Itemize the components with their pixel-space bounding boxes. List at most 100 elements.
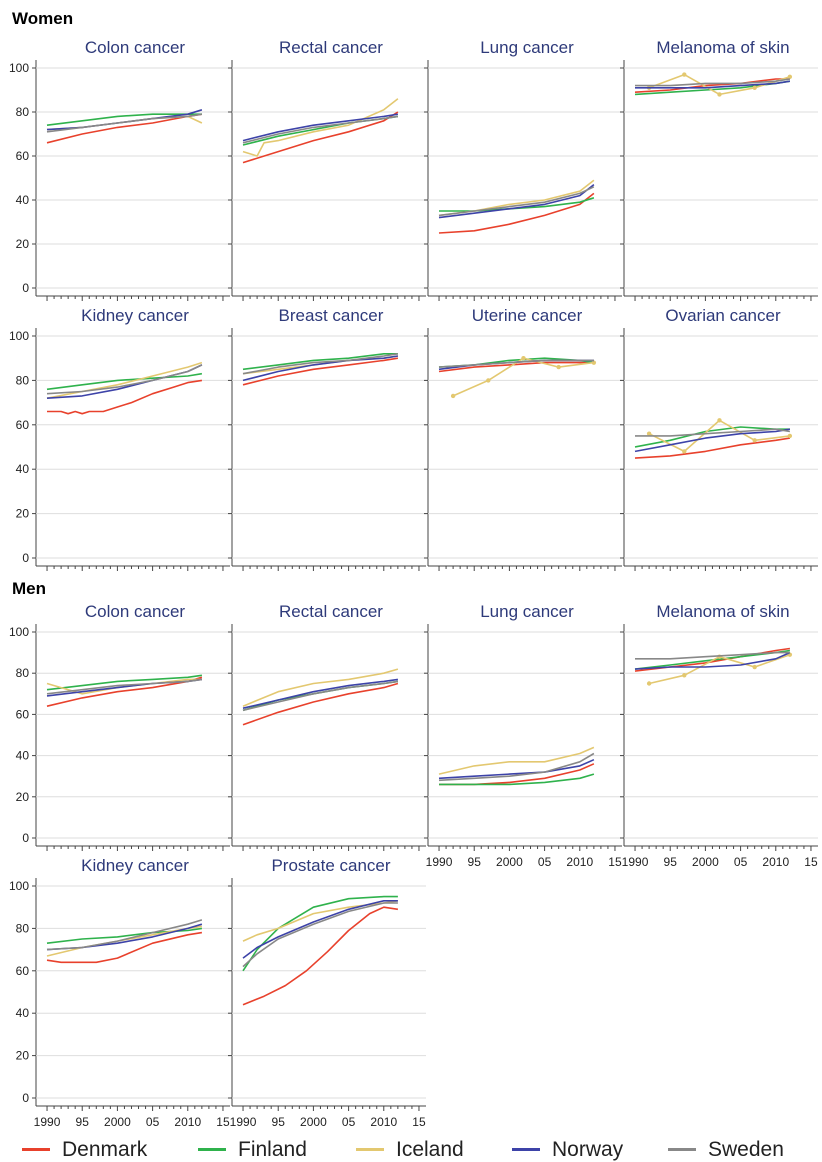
x-tick-label: 95: [76, 1115, 90, 1129]
series-point-iceland: [787, 74, 793, 80]
section-label-women: Women: [12, 9, 74, 28]
panel-title: Colon cancer: [85, 38, 186, 57]
x-tick-label: 2000: [496, 855, 523, 869]
x-tick-label: 1990: [426, 855, 453, 869]
series-point-iceland: [646, 681, 652, 686]
series-point-iceland: [450, 393, 456, 399]
panel-title: Rectal cancer: [279, 602, 383, 621]
y-tick-label: 0: [22, 281, 29, 295]
y-tick-label: 0: [22, 831, 29, 845]
series-line-denmark: [242, 906, 399, 1006]
legend-label-finland: Finland: [238, 1138, 307, 1161]
panel-rectal-cancer-men: Rectal cancer: [228, 602, 426, 851]
series-line-denmark: [46, 931, 203, 964]
panel-ovarian-cancer-women: Ovarian cancer: [620, 306, 818, 571]
legend-swatch-norway: [512, 1148, 540, 1151]
series-line-norway: [242, 899, 398, 959]
series-line-sweden: [242, 115, 399, 144]
y-tick-label: 0: [22, 1091, 29, 1105]
panel-uterine-cancer-women: Uterine cancer: [424, 306, 622, 571]
panel-colon-cancer-women: Colon cancer 0 20 40 60 80 100: [9, 38, 230, 301]
y-tick-label: 40: [16, 749, 30, 763]
y-tick-label: 60: [16, 707, 30, 721]
y-tick-label: 100: [9, 61, 29, 75]
x-tick-label: 15: [216, 1115, 230, 1129]
series-line-sweden: [635, 78, 791, 87]
series-point-iceland: [682, 673, 687, 678]
series-point-iceland: [521, 356, 526, 361]
series-line-norway: [634, 428, 791, 453]
panel-title: Uterine cancer: [472, 306, 583, 325]
series-line-finland: [46, 674, 203, 691]
panel-title: Lung cancer: [480, 38, 574, 57]
series-point-iceland: [682, 449, 687, 454]
panel-breast-cancer-women: Breast cancer: [228, 306, 426, 571]
legend-swatch-denmark: [22, 1148, 50, 1151]
y-tick-label: 40: [16, 193, 30, 207]
x-tick-label: 2010: [566, 855, 593, 869]
series-line-finland: [242, 352, 398, 371]
series-point-iceland: [486, 378, 491, 383]
x-tick-label: 2010: [370, 1115, 397, 1129]
series-line-denmark: [438, 361, 594, 373]
panel-title: Kidney cancer: [81, 306, 189, 325]
y-tick-label: 20: [16, 790, 30, 804]
series-line-sweden: [242, 902, 398, 968]
series-line-sweden: [46, 919, 203, 951]
x-tick-label: 95: [664, 855, 678, 869]
panel-title: Colon cancer: [85, 602, 186, 621]
panel-rectal-cancer-women: Rectal cancer: [228, 38, 426, 301]
series-line-sweden: [46, 113, 203, 133]
panel-melanoma-of-skin-men: Melanoma of skin 1990 95 2000 05 2010 15: [620, 602, 818, 869]
panel-prostate-cancer-men: Prostate cancer 1990 95 2000 05 2010 15: [228, 856, 426, 1129]
y-tick-label: 60: [16, 418, 30, 432]
x-tick-label: 1990: [230, 1115, 257, 1129]
series-line-sweden: [46, 364, 203, 395]
series-line-sweden: [635, 651, 790, 660]
x-tick-label: 05: [538, 855, 552, 869]
panel-title: Rectal cancer: [279, 38, 383, 57]
x-tick-label: 15: [608, 855, 622, 869]
legend-swatch-iceland: [356, 1148, 384, 1151]
legend-label-norway: Norway: [552, 1138, 624, 1161]
series-point-iceland: [591, 360, 597, 365]
series-point-iceland: [682, 72, 687, 77]
series-line-denmark: [242, 111, 399, 164]
series-line-norway: [438, 758, 595, 780]
x-tick-label: 95: [272, 1115, 286, 1129]
y-tick-label: 80: [16, 373, 30, 387]
series-line-norway: [242, 355, 399, 382]
panel-title: Prostate cancer: [271, 856, 390, 875]
x-tick-label: 2010: [762, 855, 789, 869]
panel-kidney-cancer-men: Kidney cancer 0 20 40 60 80 100 1990 95 2000 05 201…: [9, 856, 230, 1129]
series-line-sweden: [438, 186, 595, 217]
y-tick-label: 0: [22, 551, 29, 565]
x-tick-label: 2000: [692, 855, 719, 869]
series-line-norway: [242, 678, 399, 709]
series-line-norway: [634, 651, 791, 670]
y-tick-label: 80: [16, 666, 30, 680]
series-line-denmark: [242, 682, 399, 726]
series-line-finland: [46, 927, 203, 944]
series-line-sweden: [46, 678, 203, 695]
y-tick-label: 20: [16, 507, 30, 521]
y-tick-label: 80: [16, 105, 30, 119]
x-tick-label: 95: [468, 855, 482, 869]
panel-title: Kidney cancer: [81, 856, 189, 875]
x-tick-label: 2000: [300, 1115, 327, 1129]
y-tick-label: 40: [16, 1006, 30, 1020]
series-line-denmark: [242, 357, 399, 386]
series-line-sweden: [438, 752, 595, 782]
series-point-iceland: [646, 431, 652, 436]
panel-melanoma-of-skin-women: Melanoma of skin: [620, 38, 818, 301]
y-tick-label: 100: [9, 879, 29, 893]
x-tick-label: 05: [342, 1115, 356, 1129]
x-tick-label: 2010: [174, 1115, 201, 1129]
panel-kidney-cancer-women: Kidney cancer 0 20 40 60 80 100: [9, 306, 230, 571]
series-line-norway: [438, 183, 595, 219]
section-label-men: Men: [12, 579, 46, 598]
series-line-denmark: [634, 437, 791, 459]
x-tick-label: 05: [734, 855, 748, 869]
series-line-iceland: [438, 746, 595, 775]
